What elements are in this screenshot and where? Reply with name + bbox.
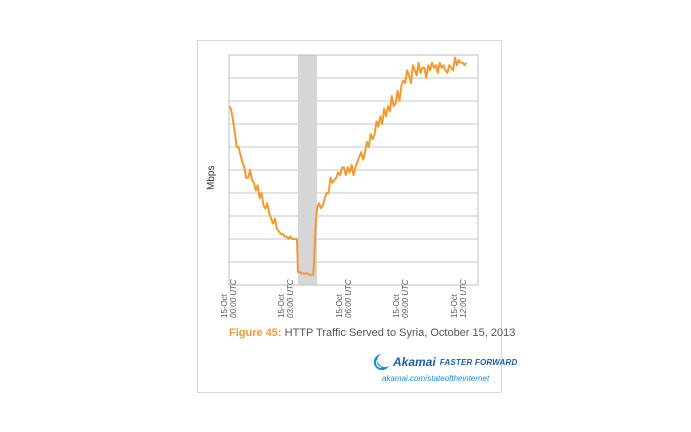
x-tick-label: 15-Oct 09:00 UTC xyxy=(392,279,410,318)
x-tick-date: 15-Oct xyxy=(449,293,459,318)
traffic-series-line xyxy=(228,56,468,276)
x-tick-label: 15-Oct 03:00 UTC xyxy=(277,279,295,318)
akamai-wave-icon xyxy=(373,353,390,371)
x-tick-time: 09:00 UTC xyxy=(401,279,411,318)
plot-frame xyxy=(228,54,479,286)
x-tick-label: 15-Oct 00:00 UTC xyxy=(220,279,238,318)
gridlines xyxy=(229,77,478,263)
x-tick-time: 06:00 UTC xyxy=(343,279,353,318)
logo-brand: Akamai xyxy=(393,355,436,369)
logo-tagline: FASTER FORWARD xyxy=(439,357,518,367)
x-tick-date: 15-Oct xyxy=(334,293,344,318)
x-tick-time: 00:00 UTC xyxy=(229,279,238,318)
x-tick-date: 15-Oct xyxy=(220,293,229,318)
figure-number: Figure 45: xyxy=(229,327,282,339)
y-axis-label: Mbps xyxy=(206,165,217,190)
figure-caption: Figure 45: HTTP Traffic Served to Syria,… xyxy=(229,327,515,339)
akamai-logo: Akamai FASTER FORWARD xyxy=(373,352,517,372)
x-tick-time: 12:00 UTC xyxy=(458,279,468,318)
logo-url: akamai.com/stateoftheinternet xyxy=(382,374,490,383)
x-tick-label: 15-Oct 12:00 UTC xyxy=(450,279,468,318)
outage-shaded-region xyxy=(297,55,318,285)
figure-title: HTTP Traffic Served to Syria, October 15… xyxy=(284,327,516,339)
x-tick-label: 15-Oct 06:00 UTC xyxy=(335,279,353,318)
x-tick-time: 03:00 UTC xyxy=(286,279,296,318)
